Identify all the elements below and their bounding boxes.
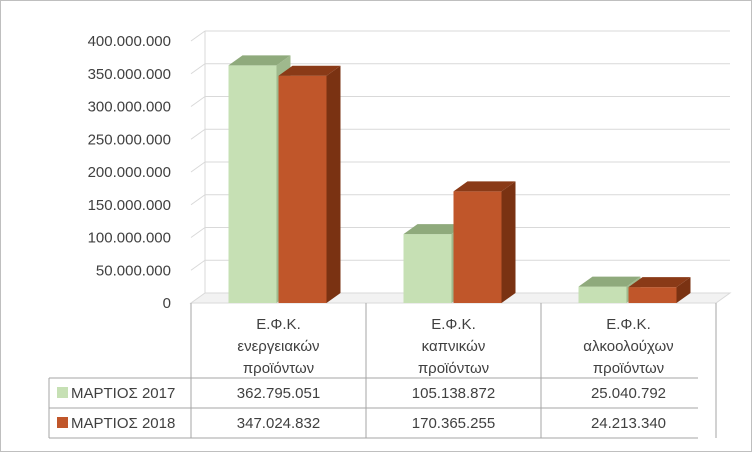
bar-side: [676, 277, 691, 303]
category-label: ενεργειακών: [237, 338, 319, 355]
gridline-diagonal: [190, 128, 206, 140]
category-label: αλκοολούχων: [583, 338, 673, 355]
bar-side: [501, 181, 516, 303]
y-tick-label: 250.000.000: [88, 131, 171, 148]
gridline-diagonal: [190, 161, 206, 173]
category-label: προϊόντων: [593, 360, 664, 377]
legend-key: [57, 417, 68, 428]
bar: [278, 75, 327, 304]
y-tick-label: 200.000.000: [88, 164, 171, 181]
y-tick-label: 0: [163, 295, 171, 312]
y-tick-label: 400.000.000: [88, 33, 171, 50]
data-table-value: 24.213.340: [591, 415, 666, 432]
y-tick-label: 50.000.000: [96, 262, 171, 279]
bar-top: [453, 181, 516, 192]
y-tick-label: 100.000.000: [88, 230, 171, 247]
legend-label: ΜΑΡΤΙΟΣ 2017: [71, 385, 175, 402]
data-table-value: 362.795.051: [237, 385, 320, 402]
category-label: καπνικών: [422, 338, 486, 355]
gridline-diagonal: [190, 63, 206, 75]
bar-top: [628, 277, 691, 288]
bar-top: [403, 224, 466, 235]
bar-top: [228, 55, 291, 66]
legend-key: [57, 387, 68, 398]
legend-label: ΜΑΡΤΙΟΣ 2018: [71, 415, 175, 432]
gridline-diagonal: [190, 227, 206, 238]
data-table-value: 25.040.792: [591, 385, 666, 402]
data-table-value: 105.138.872: [412, 385, 495, 402]
y-tick-label: 150.000.000: [88, 197, 171, 214]
y-tick-label: 300.000.000: [88, 99, 171, 116]
category-label: Ε.Φ.Κ.: [431, 316, 475, 333]
gridline-diagonal: [190, 30, 206, 42]
bar-top: [278, 65, 341, 76]
gridline-diagonal: [190, 194, 206, 206]
category-label: προϊόντων: [243, 360, 314, 377]
gridline-diagonal: [190, 259, 206, 271]
data-table-value: 170.365.255: [412, 415, 495, 432]
bar: [628, 287, 677, 303]
bar: [228, 65, 277, 304]
gridline-diagonal: [190, 96, 206, 107]
bar-top: [578, 276, 641, 287]
category-label: προϊόντων: [418, 360, 489, 377]
category-label: Ε.Φ.Κ.: [606, 316, 650, 333]
bar: [578, 286, 627, 303]
bar-side: [326, 65, 341, 304]
y-tick-label: 350.000.000: [88, 66, 171, 83]
category-label: Ε.Φ.Κ.: [256, 316, 300, 333]
bar: [453, 191, 502, 303]
bar: [403, 234, 452, 303]
data-table-value: 347.024.832: [237, 415, 320, 432]
